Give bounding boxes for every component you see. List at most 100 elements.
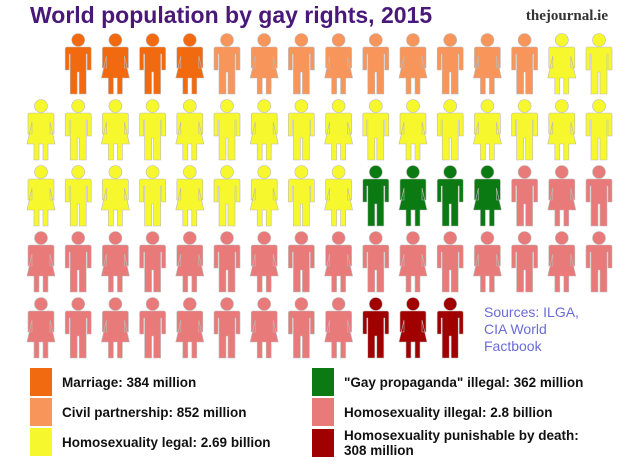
- icon-body: [398, 310, 428, 359]
- icon-body: [64, 46, 92, 95]
- legend-label: "Gay propaganda" illegal: 362 million: [344, 374, 584, 390]
- icon-head: [145, 99, 160, 113]
- icon-head: [34, 165, 48, 179]
- icon-head: [443, 99, 458, 113]
- person-icon: [288, 165, 315, 227]
- icon-body: [473, 46, 502, 95]
- icon-head: [220, 231, 234, 245]
- icon-head: [183, 33, 197, 47]
- icon-head: [406, 99, 420, 113]
- icon-body: [362, 244, 390, 293]
- icon-body: [547, 178, 577, 227]
- icon-head: [108, 297, 123, 311]
- person-icon: [585, 33, 613, 95]
- icon-body: [473, 178, 502, 227]
- icon-body: [288, 112, 315, 161]
- icon-head: [220, 165, 234, 179]
- icon-body: [511, 112, 538, 161]
- icon-body: [362, 178, 390, 227]
- person-icon: [398, 165, 428, 227]
- icon-body: [585, 46, 613, 95]
- legend-label: Marriage: 384 million: [62, 374, 197, 390]
- icon-body: [101, 46, 130, 95]
- icon-body: [213, 244, 241, 293]
- icon-body: [64, 112, 92, 161]
- person-icon: [324, 231, 353, 293]
- sources-note: Sources: ILGA, CIA World Factbook: [484, 304, 579, 354]
- legend-swatch: [30, 398, 52, 426]
- person-icon: [473, 231, 502, 293]
- icon-body: [101, 178, 130, 227]
- icon-head: [331, 33, 346, 47]
- person-icon: [511, 165, 538, 227]
- person-icon: [436, 33, 464, 95]
- icon-body: [175, 178, 205, 227]
- icon-head: [71, 231, 85, 245]
- icon-head: [480, 99, 495, 113]
- icon-head: [406, 231, 420, 245]
- icon-body: [249, 112, 279, 161]
- icon-body: [436, 244, 464, 293]
- icon-body: [288, 178, 315, 227]
- person-icon: [64, 33, 92, 95]
- icon-body: [249, 310, 279, 359]
- icon-head: [257, 297, 272, 311]
- icon-head: [368, 99, 383, 113]
- legend-item: Civil partnership: 852 million: [30, 398, 317, 426]
- icon-body: [436, 112, 464, 161]
- legend-label: Homosexuality illegal: 2.8 billion: [344, 404, 553, 420]
- icon-body: [362, 112, 390, 161]
- icon-body: [436, 310, 464, 359]
- icon-body: [213, 112, 241, 161]
- icon-head: [71, 99, 85, 113]
- icon-head: [294, 297, 309, 311]
- person-icon: [64, 297, 92, 359]
- person-icon: [175, 33, 205, 95]
- icon-head: [368, 165, 383, 179]
- person-icon: [64, 231, 92, 293]
- icon-head: [145, 297, 160, 311]
- icon-head: [108, 165, 123, 179]
- icon-head: [443, 165, 458, 179]
- icon-body: [511, 244, 538, 293]
- icon-body: [213, 46, 241, 95]
- icon-body: [398, 46, 428, 95]
- icon-head: [554, 33, 569, 47]
- person-icon: [288, 33, 315, 95]
- person-icon: [547, 231, 577, 293]
- icon-head: [517, 33, 532, 47]
- icon-head: [257, 231, 272, 245]
- person-icon: [362, 297, 390, 359]
- person-icon: [324, 297, 353, 359]
- icon-head: [517, 99, 532, 113]
- legend-item: Homosexuality legal: 2.69 billion: [30, 428, 317, 456]
- icon-body: [362, 310, 390, 359]
- person-icon: [585, 231, 613, 293]
- icon-body: [101, 112, 130, 161]
- icon-body: [175, 112, 205, 161]
- legend-item: Homosexuality punishable by death: 308 m…: [312, 428, 599, 458]
- person-icon: [288, 297, 315, 359]
- icon-body: [101, 310, 130, 359]
- icon-body: [101, 244, 130, 293]
- icon-body: [26, 178, 56, 227]
- legend-swatch: [312, 368, 334, 396]
- icon-head: [71, 33, 85, 47]
- icon-head: [406, 297, 420, 311]
- icon-head: [183, 231, 197, 245]
- person-icon: [101, 33, 130, 95]
- legend-label: Civil partnership: 852 million: [62, 404, 247, 420]
- icon-body: [288, 310, 315, 359]
- icon-head: [34, 231, 48, 245]
- person-icon: [436, 165, 464, 227]
- icon-head: [517, 165, 532, 179]
- icon-head: [108, 33, 123, 47]
- person-icon: [101, 165, 130, 227]
- person-icon: [362, 33, 390, 95]
- icon-body: [64, 244, 92, 293]
- person-icon: [249, 231, 279, 293]
- icon-body: [139, 244, 166, 293]
- icon-body: [26, 310, 56, 359]
- icon-body: [213, 310, 241, 359]
